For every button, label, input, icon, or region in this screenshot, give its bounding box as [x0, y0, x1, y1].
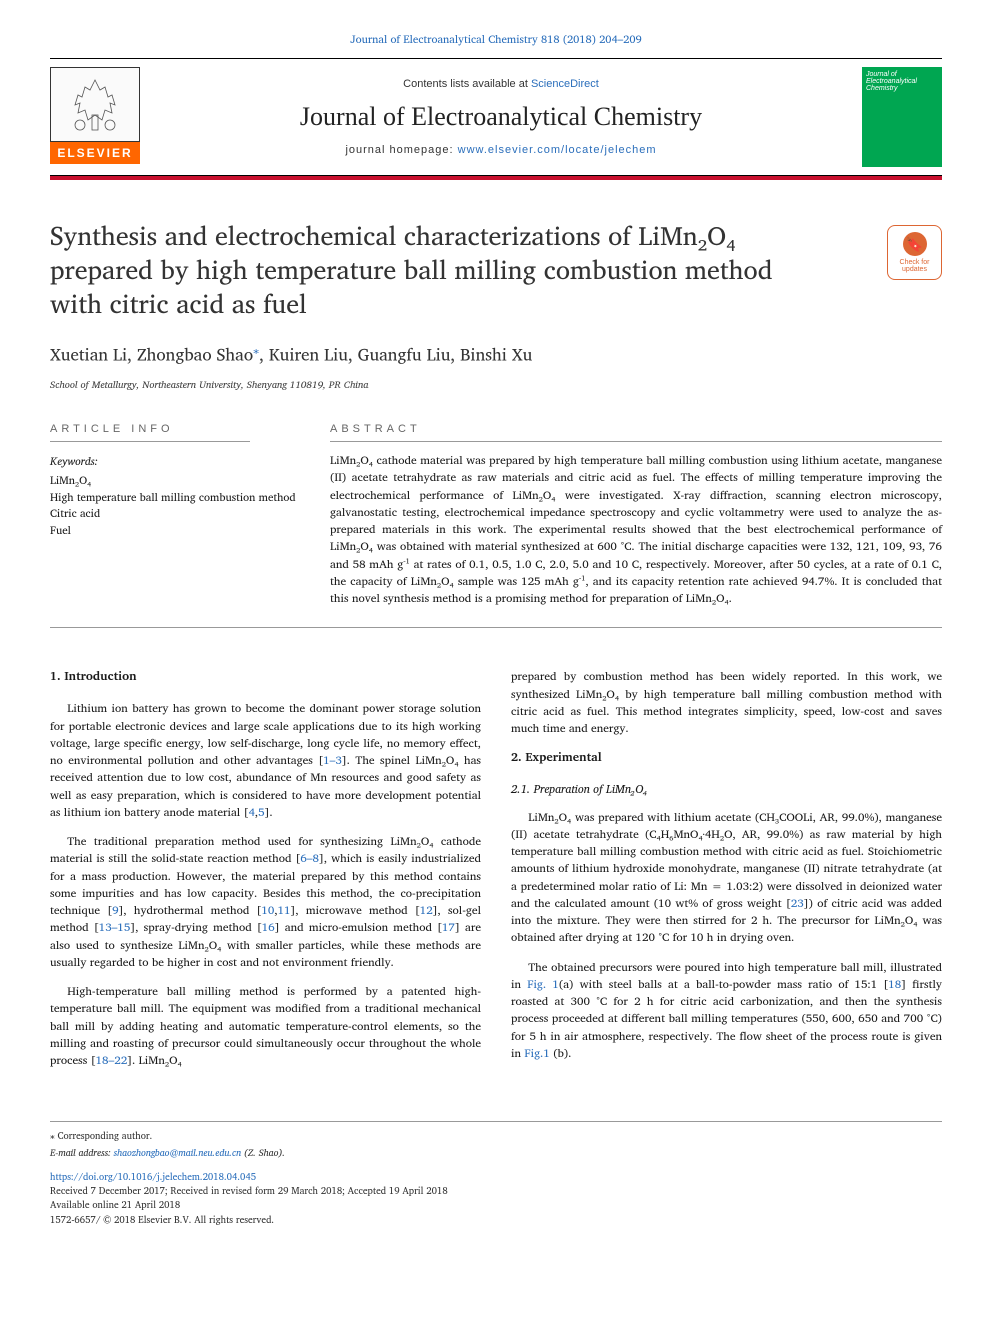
- body-columns: 1. Introduction Lithium ion battery has …: [50, 668, 942, 1081]
- doi-link[interactable]: https://doi.org/10.1016/j.jelechem.2018.…: [50, 1170, 256, 1185]
- check-updates-badge[interactable]: 🔖 Check for updates: [887, 225, 942, 280]
- text: (a) with steel balls at a ball-to-powder…: [559, 975, 888, 994]
- ref-link[interactable]: 10: [261, 901, 274, 920]
- text: (b).: [550, 1044, 572, 1063]
- ref-link[interactable]: 12: [420, 901, 433, 920]
- intro-p2: The traditional preparation method used …: [50, 833, 481, 971]
- online-line: Available online 21 April 2018: [50, 1199, 942, 1213]
- journal-name: Journal of Electroanalytical Chemistry: [160, 102, 842, 132]
- text: ], spray-drying method [: [130, 918, 261, 937]
- contents-prefix: Contents lists available at: [403, 78, 531, 90]
- journal-cover-thumbnail: Journal of Electroanalytical Chemistry: [862, 67, 942, 167]
- received-line: Received 7 December 2017; Received in re…: [50, 1185, 942, 1199]
- ref-link[interactable]: 1–3: [323, 751, 342, 770]
- article-info-block: ARTICLE INFO Keywords: LiMn₂O₄ High temp…: [50, 423, 300, 607]
- exp-p2: The obtained precursors were poured into…: [511, 959, 942, 1063]
- keyword-item: Fuel: [50, 522, 300, 539]
- email-label: E-mail address:: [50, 1146, 114, 1161]
- ref-link[interactable]: 6–8: [300, 849, 319, 868]
- contents-line: Contents lists available at ScienceDirec…: [160, 78, 842, 90]
- ref-link[interactable]: 18–22: [96, 1051, 128, 1070]
- corresponding-note: ⁎ Corresponding author.: [50, 1130, 942, 1144]
- intro-p3: High-temperature ball milling method is …: [50, 983, 481, 1069]
- info-abstract-row: ARTICLE INFO Keywords: LiMn₂O₄ High temp…: [50, 423, 942, 607]
- copyright-line: 1572-6657/ © 2018 Elsevier B.V. All righ…: [50, 1214, 942, 1228]
- journal-homepage-line: journal homepage: www.elsevier.com/locat…: [160, 144, 842, 156]
- top-citation-link[interactable]: Journal of Electroanalytical Chemistry 8…: [350, 30, 642, 48]
- abstract-heading: ABSTRACT: [330, 423, 942, 442]
- email-name: (Z. Shao).: [241, 1146, 285, 1161]
- header-divider: [50, 176, 942, 180]
- left-column: 1. Introduction Lithium ion battery has …: [50, 668, 481, 1081]
- ref-link[interactable]: 23: [791, 894, 804, 913]
- ref-link[interactable]: 18: [888, 975, 901, 994]
- homepage-prefix: journal homepage:: [345, 144, 457, 156]
- top-citation: Journal of Electroanalytical Chemistry 8…: [0, 0, 992, 58]
- sciencedirect-link[interactable]: ScienceDirect: [531, 78, 599, 90]
- elsevier-tree-icon: [50, 67, 140, 142]
- article-info-heading: ARTICLE INFO: [50, 423, 250, 442]
- authors-part1: Xuetian Li, Zhongbao Shao: [50, 342, 253, 369]
- homepage-link[interactable]: www.elsevier.com/locate/jelechem: [458, 144, 657, 156]
- text: ], hydrothermal method [: [119, 901, 262, 920]
- abstract-text: LiMn₂O₄ cathode material was prepared by…: [330, 452, 942, 607]
- text: ] and micro-emulsion method [: [275, 918, 442, 937]
- exp-p1: LiMn₂O₄ was prepared with lithium acetat…: [511, 809, 942, 947]
- prep-subheading: 2.1. Preparation of LiMn₂O₄: [511, 781, 942, 798]
- keyword-item: High temperature ball milling combustion…: [50, 489, 300, 506]
- experimental-heading: 2. Experimental: [511, 749, 942, 767]
- text: ]. LiMn₂O₄: [127, 1051, 181, 1070]
- text: ].: [265, 803, 273, 822]
- cover-title: Journal of Electroanalytical Chemistry: [866, 71, 938, 92]
- authors-part2: , Kuiren Liu, Guangfu Liu, Binshi Xu: [259, 342, 532, 369]
- doi-line: https://doi.org/10.1016/j.jelechem.2018.…: [50, 1171, 942, 1185]
- ref-link[interactable]: 11: [278, 901, 291, 920]
- intro-heading: 1. Introduction: [50, 668, 481, 686]
- abstract-divider: [50, 627, 942, 628]
- elsevier-label: ELSEVIER: [50, 142, 140, 164]
- affiliation: School of Metallurgy, Northeastern Unive…: [50, 377, 942, 393]
- right-column: prepared by combustion method has been w…: [511, 668, 942, 1081]
- elsevier-logo: ELSEVIER: [50, 67, 140, 167]
- authors-line: Xuetian Li, Zhongbao Shao⁎, Kuiren Liu, …: [50, 341, 942, 369]
- ref-link[interactable]: 16: [262, 918, 275, 937]
- intro-p3-cont: prepared by combustion method has been w…: [511, 668, 942, 737]
- intro-p1: Lithium ion battery has grown to become …: [50, 700, 481, 821]
- ref-link[interactable]: 13–15: [99, 918, 131, 937]
- updates-text-top: Check for: [900, 259, 930, 266]
- ref-link[interactable]: 17: [442, 918, 455, 937]
- keyword-item: Citric acid: [50, 505, 300, 522]
- updates-mark-icon: 🔖: [903, 232, 927, 256]
- email-link[interactable]: shaozhongbao@mail.neu.edu.cn: [114, 1146, 242, 1161]
- keyword-item: LiMn₂O₄: [50, 472, 300, 489]
- text: ], microwave method [: [291, 901, 420, 920]
- email-line: E-mail address: shaozhongbao@mail.neu.ed…: [50, 1147, 942, 1161]
- journal-header: ELSEVIER Contents lists available at Sci…: [50, 58, 942, 176]
- article-head: Synthesis and electrochemical characteri…: [50, 220, 942, 393]
- abstract-block: ABSTRACT LiMn₂O₄ cathode material was pr…: [330, 423, 942, 607]
- article-title: Synthesis and electrochemical characteri…: [50, 220, 830, 321]
- keywords-label: Keywords:: [50, 452, 300, 470]
- header-center: Contents lists available at ScienceDirec…: [160, 78, 842, 156]
- fig-link[interactable]: Fig.1: [524, 1044, 549, 1063]
- updates-text-bottom: updates: [902, 266, 927, 273]
- fig-link[interactable]: Fig. 1: [527, 975, 559, 994]
- footer-block: ⁎ Corresponding author. E-mail address: …: [50, 1121, 942, 1228]
